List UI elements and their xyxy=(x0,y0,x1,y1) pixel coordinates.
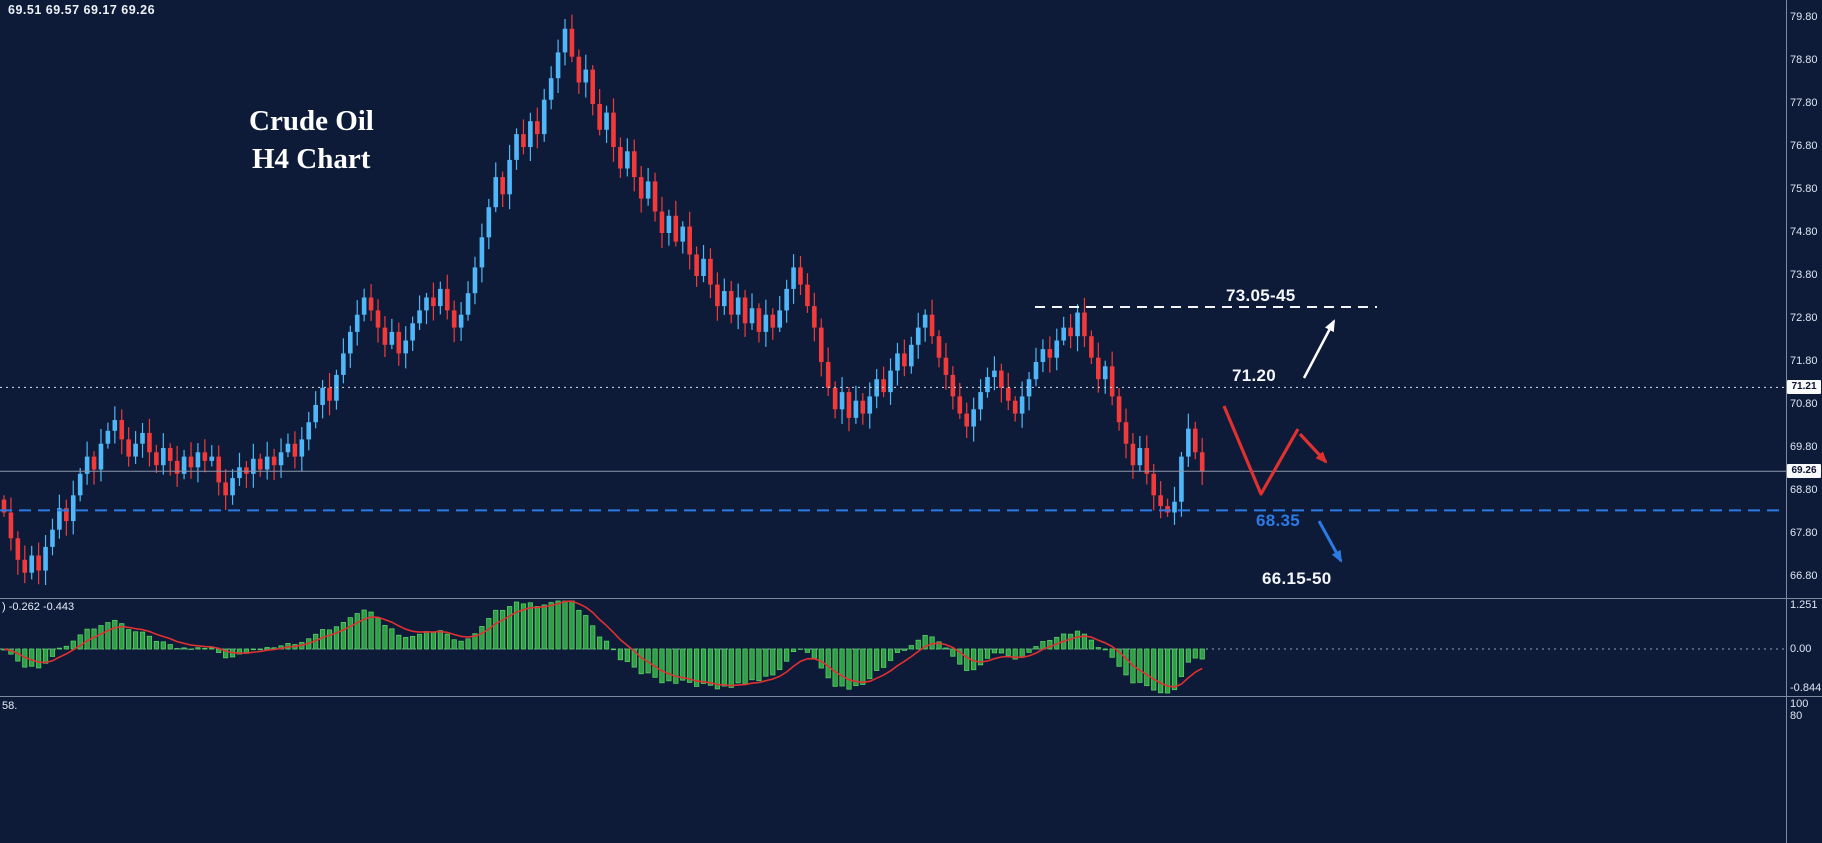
price-tag-7121: 71.21 xyxy=(1787,380,1821,395)
pivot-level-label: 71.20 xyxy=(1232,366,1277,385)
price-tick: 66.80 xyxy=(1790,570,1818,582)
macd-axis-label: -0.844 xyxy=(1790,682,1822,694)
stochastic-value-readout: 58. xyxy=(2,700,18,712)
price-tick: 72.80 xyxy=(1790,312,1818,324)
resistance-zone-label: 73.05-45 xyxy=(1226,286,1296,305)
macd-axis-label: 1.251 xyxy=(1790,599,1818,611)
price-tick: 71.80 xyxy=(1790,355,1818,367)
price-tick: 75.80 xyxy=(1790,183,1818,195)
price-tick: 70.80 xyxy=(1790,398,1818,410)
chart-title-line1: Crude Oil xyxy=(249,105,374,137)
price-tick: 69.80 xyxy=(1790,441,1818,453)
price-tick: 79.80 xyxy=(1790,11,1818,23)
price-tick: 73.80 xyxy=(1790,269,1818,281)
ohlc-readout: 69.51 69.57 69.17 69.26 xyxy=(8,3,156,17)
price-tick: 77.80 xyxy=(1790,97,1818,109)
price-tick: 74.80 xyxy=(1790,226,1818,238)
target-zone-label: 66.15-50 xyxy=(1262,569,1332,588)
price-tick: 68.80 xyxy=(1790,484,1818,496)
support-level-label: 68.35 xyxy=(1256,511,1301,530)
macd-axis-label: 0.00 xyxy=(1790,643,1812,655)
stochastic-axis-label: 80 xyxy=(1790,710,1803,722)
price-tick: 78.80 xyxy=(1790,54,1818,66)
chart-title-line2: H4 Chart xyxy=(252,143,371,175)
stochastic-axis-label: 100 xyxy=(1790,698,1809,710)
price-tag-6926: 69.26 xyxy=(1787,464,1821,479)
price-tick: 67.80 xyxy=(1790,527,1818,539)
price-tick: 76.80 xyxy=(1790,140,1818,152)
macd-values-readout: ) -0.262 -0.443 xyxy=(2,601,75,613)
